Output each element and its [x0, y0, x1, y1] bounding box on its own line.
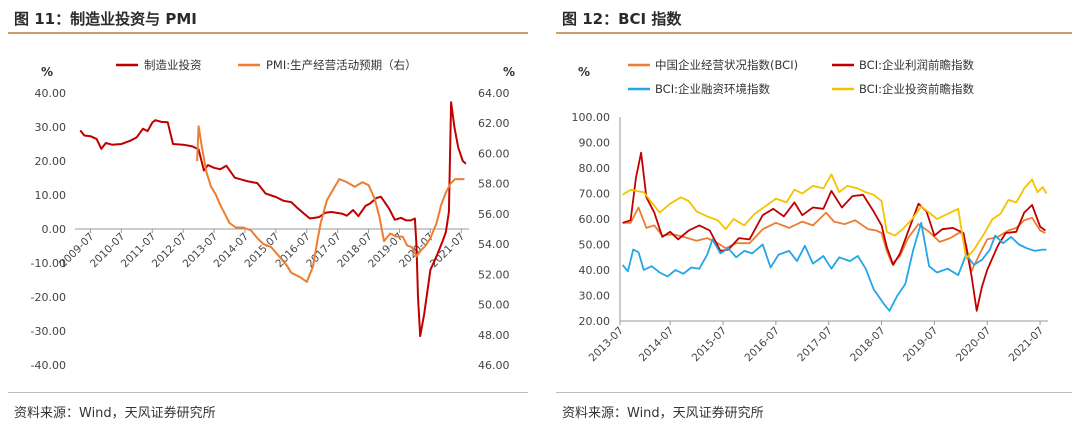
- x-tick-label: 2018-07: [848, 325, 888, 365]
- legend-label: BCI:企业融资环境指数: [655, 82, 770, 96]
- y-tick-label: 50.00: [579, 239, 611, 252]
- y-tick-label-left: -40.00: [31, 359, 66, 372]
- x-tick-label: 2020-07: [954, 325, 994, 365]
- series-line-financing-environment: [621, 221, 1047, 312]
- y-tick-label-right: 50.00: [478, 299, 510, 312]
- title-divider: [556, 32, 1072, 34]
- series-line-investment-outlook: [622, 173, 1048, 260]
- x-tick-label: 2016-07: [742, 325, 782, 365]
- y-axis-unit-left: %: [41, 65, 53, 79]
- y-tick-label-right: 52.00: [478, 268, 510, 281]
- x-tick-label: 2017-07: [795, 325, 835, 365]
- y-tick-label-right: 46.00: [478, 359, 510, 372]
- legend-label: BCI:企业投资前瞻指数: [859, 82, 974, 96]
- y-axis-unit-right: %: [503, 65, 515, 79]
- y-tick-label: 60.00: [579, 213, 611, 226]
- x-tick-label: 2013-07: [587, 325, 627, 365]
- x-tick-label: 2014-07: [637, 325, 677, 365]
- y-tick-label-right: 62.00: [478, 117, 510, 130]
- y-tick-label: 80.00: [579, 162, 611, 175]
- y-tick-label-left: 40.00: [35, 87, 67, 100]
- series-line-bci: [622, 206, 1046, 273]
- y-tick-label-left: 0.00: [42, 223, 67, 236]
- y-tick-label-left: 20.00: [35, 155, 67, 168]
- series-line-profit-outlook: [622, 151, 1046, 312]
- y-tick-label: 90.00: [579, 137, 611, 150]
- y-tick-label-right: 56.00: [478, 208, 510, 221]
- y-axis-unit: %: [578, 65, 590, 79]
- x-tick-label: 2015-07: [690, 325, 730, 365]
- bci-chart: % 100.00 90.00 80.00 70.00 60.00 50.00 40.00 30.…: [572, 58, 1048, 365]
- x-tick-label: 2021-07: [1007, 325, 1047, 365]
- y-tick-label-right: 60.00: [478, 147, 510, 160]
- source-divider: [556, 392, 1072, 393]
- legend-label: 中国企业经营状况指数(BCI): [655, 58, 798, 72]
- y-tick-label-left: 30.00: [35, 121, 67, 134]
- chart-title: 图 11：制造业投资与 PMI: [14, 10, 197, 28]
- y-tick-label: 70.00: [579, 188, 611, 201]
- chart-title: 图 12：BCI 指数: [562, 10, 682, 28]
- legend-label: BCI:企业利润前瞻指数: [859, 58, 974, 72]
- y-tick-label-left: -30.00: [31, 325, 66, 338]
- chart-panel-bci: 图 12：BCI 指数 % 100.00 90.00 80.00 70.00 60.00 5…: [548, 0, 1080, 432]
- y-tick-label-left: 10.00: [35, 189, 67, 202]
- legend-label: 制造业投资: [144, 58, 202, 72]
- source-note: 资料来源：Wind，天风证券研究所: [14, 406, 216, 421]
- y-tick-label-right: 48.00: [478, 329, 510, 342]
- series-line-manufacturing-investment: [79, 101, 467, 338]
- title-divider: [8, 32, 528, 34]
- series-line-pmi-expectation: [196, 125, 465, 283]
- source-note: 资料来源：Wind，天风证券研究所: [562, 406, 764, 421]
- y-tick-label: 40.00: [579, 264, 611, 277]
- y-tick-label-left: -20.00: [31, 291, 66, 304]
- y-tick-label: 20.00: [579, 315, 611, 328]
- y-tick-label: 30.00: [579, 290, 611, 303]
- legend-label: PMI:生产经营活动预期（右）: [266, 58, 417, 72]
- y-tick-label: 100.00: [572, 111, 611, 124]
- source-divider: [8, 392, 528, 393]
- y-tick-label-right: 58.00: [478, 178, 510, 191]
- manufacturing-pmi-chart: % % 40.00 30.00 20.00 10.00 0.00 -10.00 -20.00 -3…: [31, 58, 515, 372]
- y-tick-label-right: 54.00: [478, 238, 510, 251]
- y-tick-label-right: 64.00: [478, 87, 510, 100]
- chart-panel-manufacturing-pmi: 图 11：制造业投资与 PMI %% 40.00 30.00 20.00 10.00 0.…: [0, 0, 536, 432]
- x-tick-label: 2019-07: [901, 325, 941, 365]
- y-tick-label-left: -10.00: [31, 257, 66, 270]
